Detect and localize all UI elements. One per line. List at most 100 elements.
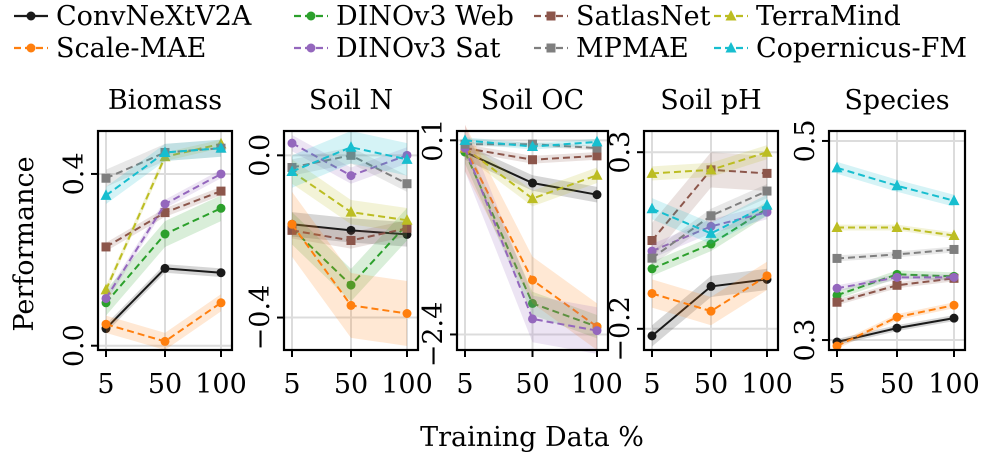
point-dinov3-web <box>216 203 226 213</box>
panel-title-soil-ph: Soil pH <box>660 85 761 116</box>
point-scale-mae <box>287 219 297 229</box>
point-dinov3-sat <box>892 272 902 282</box>
band-mpmae <box>292 147 407 192</box>
band-mpmae <box>106 139 221 187</box>
point-dinov3-sat <box>160 199 170 209</box>
legend-item-convnextv2a: ConvNeXtV2A <box>14 1 252 32</box>
point-satlasnet <box>287 225 297 235</box>
series-satlasnet <box>101 186 226 252</box>
legend-label-convnextv2a: ConvNeXtV2A <box>56 1 252 32</box>
y-tick-label: 0.3 <box>790 319 821 362</box>
series-dinov3-sat <box>832 272 959 293</box>
x-tick-label: 100 <box>381 369 433 400</box>
band-terramind <box>465 140 597 207</box>
point-terramind <box>831 221 843 233</box>
legend-item-mpmae: MPMAE <box>534 33 689 64</box>
band-dinov3-web <box>106 195 221 316</box>
y-tick-label: 0.1 <box>418 119 449 162</box>
x-tick-label: 100 <box>928 369 980 400</box>
panel-soil-oc: Soil OC 0.1 −2.45 50 100 <box>418 85 623 400</box>
band-dinov3-sat <box>292 135 407 184</box>
legend-marker-terramind <box>725 10 737 21</box>
point-copernicus-fm <box>948 194 960 206</box>
point-convnextv2a <box>528 178 537 188</box>
point-copernicus-fm <box>891 179 903 191</box>
point-scale-mae <box>101 319 111 329</box>
point-terramind <box>100 283 112 295</box>
legend-marker-dinov3-sat <box>306 43 316 53</box>
x-axis-label: Training Data % <box>420 422 644 453</box>
x-tick-label: 50 <box>148 369 182 400</box>
series-mpmae <box>647 183 772 266</box>
series-scale-mae <box>647 261 772 326</box>
point-copernicus-fm <box>159 146 171 157</box>
point-terramind <box>948 229 960 241</box>
point-satlasnet <box>762 168 772 178</box>
series-dinov3-sat <box>460 124 602 354</box>
panel-soil-n: Soil N 0.0 −0.45 50 100 <box>245 85 433 400</box>
point-terramind <box>646 167 658 178</box>
point-dinov3-sat <box>762 207 772 217</box>
panel-soil-ph: Soil pH 0.3 −0.25 50 100 <box>605 85 793 400</box>
x-tick-label: 100 <box>571 369 623 400</box>
band-copernicus-fm <box>292 131 407 188</box>
point-dinov3-sat <box>101 293 111 303</box>
legend-marker-mpmae <box>546 43 556 53</box>
point-convnextv2a <box>592 190 602 200</box>
point-satlasnet <box>216 186 226 196</box>
point-copernicus-fm <box>215 142 227 153</box>
point-copernicus-fm <box>286 165 298 177</box>
series-dinov3-sat <box>101 169 226 303</box>
point-mpmae <box>402 179 412 189</box>
y-tick-label: −2.4 <box>418 302 449 368</box>
point-mpmae <box>706 211 716 221</box>
point-satlasnet <box>647 236 657 245</box>
x-tick-label: 50 <box>515 369 549 400</box>
series-scale-mae <box>101 294 226 350</box>
point-terramind <box>591 169 603 180</box>
point-convnextv2a <box>892 323 902 333</box>
point-scale-mae <box>160 336 170 346</box>
point-mpmae <box>346 150 356 160</box>
legend-label-satlasnet: SatlasNet <box>576 1 711 32</box>
series-mpmae <box>832 244 959 263</box>
legend-marker-scale-mae <box>26 43 36 53</box>
x-tick-label: 5 <box>643 369 660 400</box>
point-dinov3-sat <box>647 246 657 256</box>
line-dinov3-web <box>836 273 955 297</box>
point-convnextv2a <box>949 313 959 323</box>
point-scale-mae <box>528 275 537 285</box>
point-mpmae <box>949 244 959 254</box>
band-dinov3-sat <box>837 274 954 292</box>
point-scale-mae <box>706 306 716 316</box>
line-terramind <box>464 147 598 200</box>
line-copernicus-fm <box>291 146 408 173</box>
band-terramind <box>292 159 407 233</box>
panel-title-soil-n: Soil N <box>309 85 393 116</box>
point-satlasnet <box>528 155 537 165</box>
point-convnextv2a <box>160 263 170 273</box>
panel-biomass: Biomass 0.0 0.4 5 50 100 <box>59 85 247 400</box>
x-tick-label: 5 <box>828 369 845 400</box>
point-dinov3-web <box>528 298 537 308</box>
band-satlasnet <box>106 186 221 252</box>
series-copernicus-fm <box>100 139 227 204</box>
series-terramind <box>646 145 773 181</box>
y-tick-label: −0.4 <box>245 285 276 351</box>
x-tick-label: 50 <box>334 369 368 400</box>
point-satlasnet <box>892 280 902 290</box>
x-tick-label: 5 <box>97 369 114 400</box>
point-mpmae <box>101 173 111 183</box>
point-dinov3-sat <box>346 171 356 181</box>
x-tick-label: 100 <box>195 369 247 400</box>
line-satlasnet <box>836 277 955 304</box>
band-copernicus-fm <box>106 139 221 204</box>
legend-item-dinov3-sat: DINOv3 Sat <box>294 33 501 64</box>
point-scale-mae <box>346 300 356 310</box>
point-mpmae <box>592 143 602 153</box>
series-scale-mae <box>832 300 959 351</box>
point-convnextv2a <box>216 268 226 278</box>
legend-marker-copernicus-fm <box>725 42 737 53</box>
